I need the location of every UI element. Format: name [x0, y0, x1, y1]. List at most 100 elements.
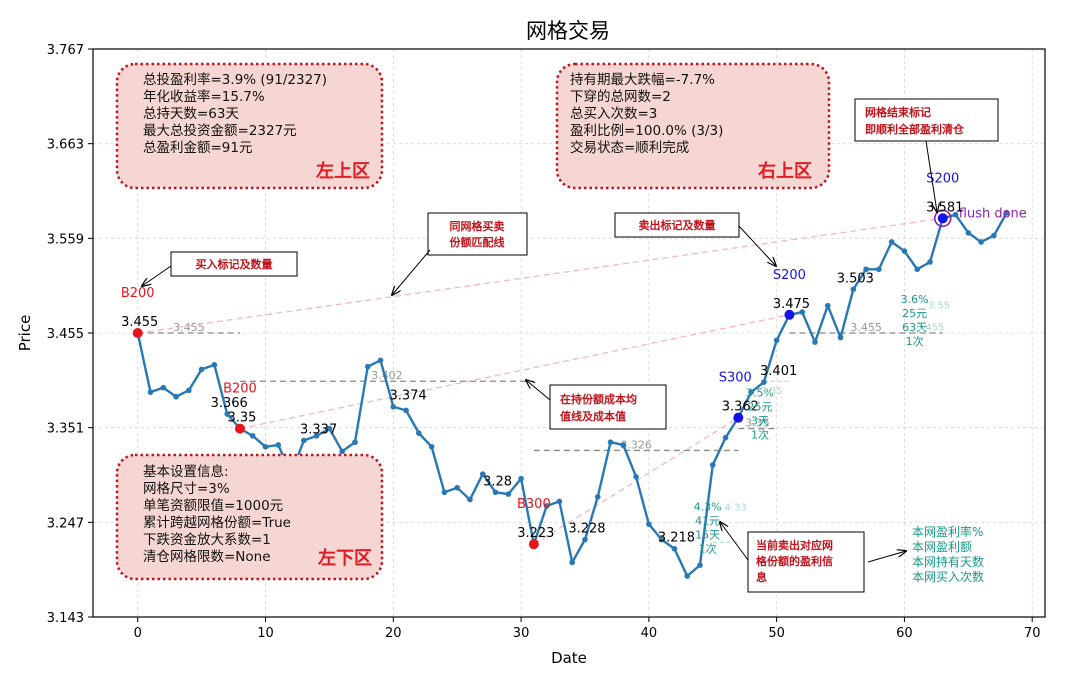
- chart-title: 网格交易: [526, 19, 610, 43]
- price-point: [160, 384, 167, 391]
- cost-value-label: 3.35: [745, 417, 770, 430]
- annotation-text: 网格结束标记: [865, 105, 931, 119]
- price-point: [211, 362, 218, 368]
- y-tick-label: 3.455: [47, 327, 84, 342]
- buy-label: B200: [121, 286, 155, 301]
- price-point: [888, 239, 895, 245]
- price-point: [186, 387, 192, 394]
- cost-value-label: 3.455: [173, 321, 205, 334]
- info-line: 网格尺寸=3%: [143, 481, 230, 497]
- buy-marker: [132, 328, 143, 338]
- price-point: [569, 559, 575, 566]
- price-value-label: 3.218: [658, 531, 695, 546]
- info-line: 清仓网格限数=None: [143, 549, 271, 565]
- price-point: [773, 337, 780, 344]
- price-point: [824, 302, 831, 309]
- price-value-label: 3.35: [227, 411, 256, 426]
- annotation-grid-end: 网格结束标记 即顺利全部盈利清仓: [854, 98, 999, 212]
- profit-info-line: 1次: [751, 428, 769, 442]
- price-point: [441, 489, 448, 496]
- price-point: [543, 503, 550, 509]
- price-point: [454, 484, 460, 491]
- profit-info-line: 1次: [906, 334, 924, 348]
- zone-tag: 左上区: [316, 160, 370, 182]
- price-value-label: 3.228: [568, 522, 605, 537]
- x-tick-label: 20: [385, 626, 402, 641]
- price-point: [326, 425, 333, 432]
- ghost-label: 3.455: [916, 322, 945, 333]
- y-tick-label: 3.663: [47, 138, 84, 153]
- zone-tag: 右上区: [758, 160, 812, 182]
- price-point: [428, 443, 435, 450]
- annotation-text: 同网格买卖: [450, 219, 505, 233]
- price-point: [633, 474, 639, 480]
- ghost-label: 3.55: [928, 300, 950, 311]
- info-line: 最大总投资金额=2327元: [143, 123, 297, 139]
- match-line: [137, 217, 943, 334]
- price-value-label: 3.366: [211, 396, 248, 411]
- price-value-label: 3.362: [722, 400, 759, 415]
- profit-info-line: 3天: [751, 415, 769, 428]
- x-axis-label: Date: [551, 649, 587, 667]
- profit-info-line: 41元: [695, 515, 720, 528]
- sell-marker: [733, 412, 744, 423]
- x-tick-label: 70: [1024, 626, 1041, 641]
- info-line: 总买入次数=3: [570, 106, 657, 122]
- cost-lines: 3.455 3.402 3.326 3.35 3.455: [137, 321, 943, 543]
- price-point: [352, 439, 358, 446]
- price-value-label: 3.475: [773, 297, 810, 312]
- profit-info-line: 3.5%: [746, 387, 774, 400]
- price-point: [684, 573, 691, 579]
- x-tick-label: 0: [134, 626, 142, 641]
- price-value-label: 3.503: [837, 271, 874, 286]
- price-point: [479, 471, 486, 477]
- price-value-label: 3.337: [300, 422, 337, 437]
- annotation-cost-line: 在持份额成本均 值线及成本值: [526, 380, 667, 430]
- price-point: [492, 489, 499, 496]
- annotation-buy-marker: 买入标记及数量: [142, 251, 298, 286]
- price-point: [505, 491, 512, 497]
- price-point: [863, 266, 869, 273]
- price-point: [1003, 210, 1010, 216]
- annotation-match-line: 同网格买卖 份额匹配线: [392, 212, 528, 295]
- info-line: 下跌资金放大系数=1: [143, 532, 271, 548]
- buy-label: B300: [517, 497, 551, 512]
- info-line: 总盈利金额=91元: [143, 140, 253, 156]
- y-tick-label: 3.143: [47, 611, 84, 626]
- price-point: [301, 437, 307, 444]
- price-point: [377, 357, 384, 364]
- price-point: [722, 434, 729, 441]
- ghost-label: 3.35: [760, 386, 782, 397]
- annotation-text: 当前卖出对应网: [756, 538, 833, 552]
- annotation-text: 份额匹配线: [450, 235, 505, 249]
- info-line: 总投盈利率=3.9% (91/2327): [143, 71, 327, 88]
- annotation-text: 值线及成本值: [560, 409, 626, 423]
- legend-note-line: 本网持有天数: [912, 554, 984, 569]
- price-point: [901, 248, 908, 254]
- price-point: [646, 521, 652, 527]
- price-point: [313, 433, 320, 439]
- buy-label: B200: [223, 382, 257, 397]
- price-point: [262, 443, 269, 450]
- cost-value-label: 3.326: [620, 438, 652, 451]
- axes: 0 10 20 30 40 50 60 70 3.143 3.247 3.351 3.455 3.559…: [47, 43, 1041, 641]
- svg-text:总投盈利率=3.9% (91/2327) 年化收: 总投盈利率=3.9% (91/2327) 年化收益率=15.7% 总持天数=63…: [143, 71, 331, 156]
- annotation-text: 买入标记及数量: [196, 257, 273, 271]
- profit-info-line: 3.6%: [901, 293, 929, 306]
- price-point: [812, 339, 818, 345]
- info-line: 单笔资额限值=1000元: [143, 498, 283, 514]
- price-point: [748, 389, 754, 395]
- annotation-text: 息: [756, 570, 767, 584]
- x-tick-label: 40: [641, 626, 658, 641]
- price-point: [249, 433, 256, 439]
- annotation-text: 格份额的盈利信: [756, 554, 833, 568]
- svg-text:本网盈利率% 本网盈利额 本网持有天: 本网盈利率% 本网盈利额 本网持有天数 本网买入次数: [912, 524, 988, 584]
- price-point: [416, 430, 422, 436]
- price-point: [991, 232, 997, 239]
- legend-note-line: 本网买入次数: [912, 569, 984, 584]
- price-point: [198, 366, 205, 373]
- info-box-bottom-left: 基本设置信息: 网格尺寸=3% 单笔资额限值=1000元 累计跨越网格份额=Tr…: [115, 453, 384, 581]
- price-point: [914, 266, 921, 273]
- price-point: [390, 403, 397, 410]
